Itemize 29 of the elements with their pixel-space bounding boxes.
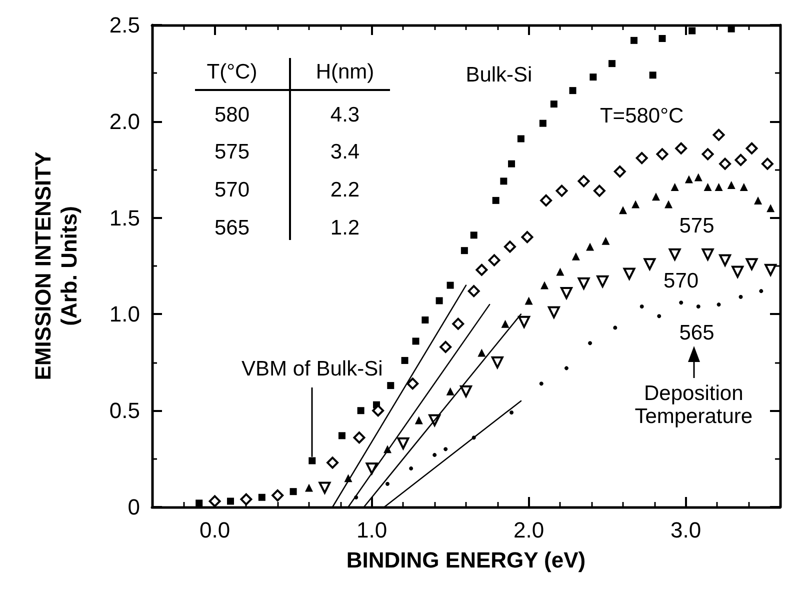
annotation: Deposition Temperature (628, 382, 759, 428)
x-tick-label: 0.0 (200, 518, 230, 542)
y-tick-label: 0.5 (109, 398, 140, 424)
series-label: T=580°C (598, 104, 686, 128)
x-tick-label: 1.0 (356, 518, 388, 542)
y-axis-title: EMISSION INTENSITY (Arb. Units) (30, 151, 82, 380)
series-label: 565 (677, 322, 716, 346)
annotation: 580 (214, 103, 250, 127)
x-axis-title: BINDING ENERGY (eV) (346, 548, 586, 572)
annotation: T(°C) (206, 60, 258, 84)
y-tick-label: 2.5 (109, 12, 140, 38)
annotation: 1.2 (330, 216, 360, 240)
annotation: 2.2 (330, 178, 360, 202)
annotation: 570 (214, 178, 250, 202)
series-label: 575 (677, 214, 716, 238)
annotation: 4.3 (330, 103, 360, 127)
series-label: Bulk-Si (464, 64, 534, 87)
annotation: 3.4 (330, 140, 360, 164)
annotation: H(nm) (316, 60, 374, 84)
annotation: 575 (214, 140, 250, 164)
y-tick-label: 1.0 (109, 302, 140, 327)
series-label: 570 (662, 270, 701, 293)
y-tick-label: 0 (128, 494, 140, 520)
y-tick-label: 2.0 (109, 108, 140, 134)
annotation: VBM of Bulk-Si (242, 357, 383, 380)
annotation: 565 (214, 216, 250, 240)
y-tick-label: 1.5 (109, 205, 140, 230)
x-tick-label: 2.0 (514, 518, 544, 542)
x-tick-label: 3.0 (670, 518, 702, 542)
